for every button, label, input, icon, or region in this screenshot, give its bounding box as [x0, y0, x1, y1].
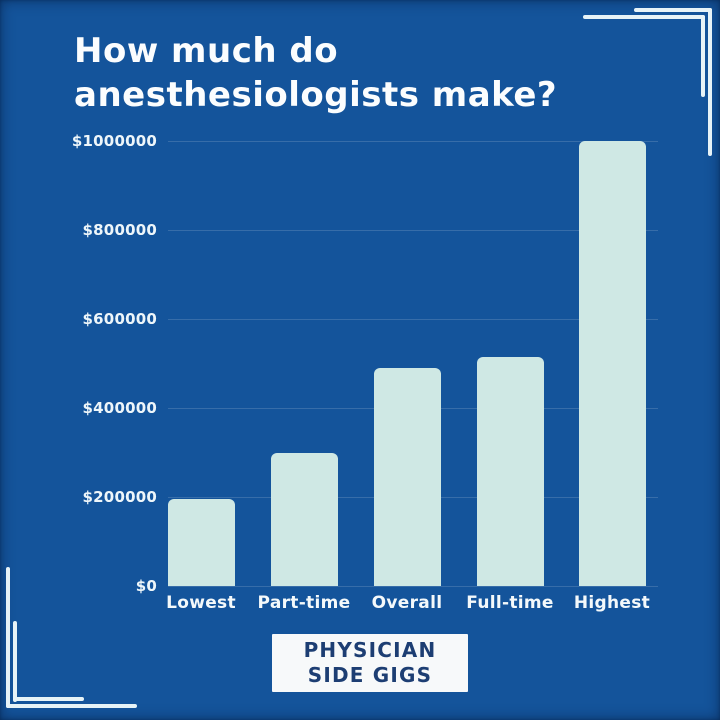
corner-bracket-top-right-inner-vertical — [701, 15, 705, 97]
bar-highest — [578, 141, 646, 586]
corner-bracket-top-right-outer-horizontal — [634, 8, 712, 12]
bar-full-time — [476, 356, 544, 586]
corner-bracket-bottom-left-outer-vertical — [6, 567, 10, 708]
x-axis-category-label: Overall — [371, 593, 443, 613]
page-title-line2: anesthesiologists make? — [74, 74, 558, 115]
page-title-line1: How much do — [74, 31, 339, 71]
gridline-1000000 — [168, 140, 658, 142]
y-axis-tick-label: $600000 — [82, 310, 157, 328]
corner-bracket-bottom-left-inner-horizontal — [13, 697, 84, 701]
x-axis-category-label: Highest — [573, 593, 651, 613]
y-axis-tick-label: $200000 — [82, 488, 157, 506]
badge-line2: SIDE GIGS — [307, 663, 433, 687]
y-axis-tick-label: $0 — [135, 577, 157, 595]
corner-bracket-top-right-outer-vertical — [708, 8, 712, 156]
gridline-800000 — [168, 229, 658, 231]
page-title: How much do anesthesiologists make? — [74, 30, 674, 117]
corner-bracket-bottom-left-inner-vertical — [13, 621, 17, 702]
y-axis-tick-label: $800000 — [82, 221, 157, 239]
x-axis-category-label: Full-time — [466, 593, 554, 613]
bar-overall — [373, 367, 441, 586]
brand-badge: PHYSICIAN SIDE GIGS — [272, 634, 468, 692]
gridline-600000 — [168, 318, 658, 320]
bar-lowest — [167, 499, 235, 586]
x-axis-category-label: Part-time — [257, 593, 351, 613]
bar-part-time — [270, 452, 338, 586]
y-axis-tick-label: $1000000 — [71, 132, 157, 150]
gridline-0 — [168, 585, 658, 587]
x-axis-category-label: Lowest — [166, 593, 236, 613]
y-axis-tick-label: $400000 — [82, 399, 157, 417]
corner-bracket-bottom-left-outer-horizontal — [6, 704, 137, 708]
badge-line1: PHYSICIAN — [303, 638, 437, 662]
corner-bracket-top-right-inner-horizontal — [583, 15, 705, 19]
